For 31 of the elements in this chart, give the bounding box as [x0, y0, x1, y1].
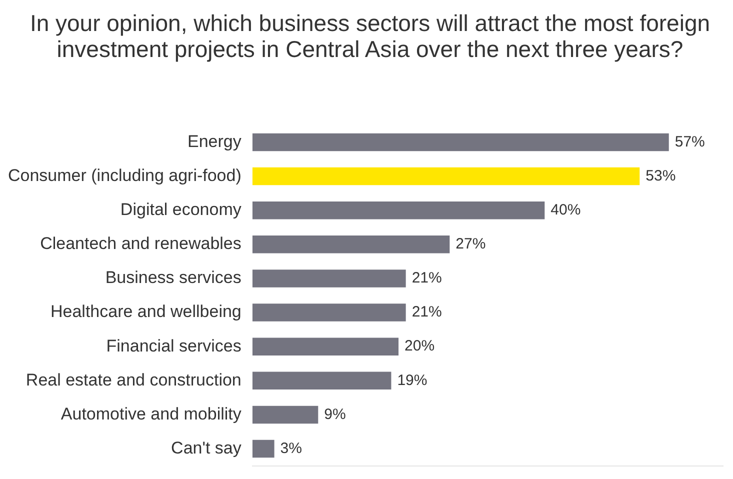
y-tick-label: Consumer (including agri-food)	[8, 166, 242, 185]
data-label: 53%	[646, 167, 676, 184]
bar	[252, 406, 318, 424]
data-label: 20%	[404, 338, 435, 355]
y-tick-label: Digital economy	[120, 200, 242, 220]
data-label: 40%	[550, 201, 581, 218]
bar	[252, 133, 669, 152]
bar	[252, 304, 406, 322]
data-label: 3%	[280, 440, 302, 457]
data-label: 19%	[397, 372, 428, 389]
y-tick-label: Automotive and mobility	[60, 404, 242, 424]
y-tick-label: Healthcare and wellbeing	[50, 302, 242, 322]
bar	[252, 338, 399, 356]
bar	[252, 236, 450, 254]
data-label: 57%	[674, 133, 705, 150]
bar	[252, 201, 545, 220]
y-tick-label: Business services	[105, 268, 242, 288]
chart-title: In your opinion, which business sectors will attract the most foreign investment projects in Central Asia over the next three years?	[28, 10, 712, 62]
y-tick-label: Energy	[188, 132, 242, 151]
bar	[252, 167, 640, 186]
data-label: 27%	[456, 236, 486, 253]
data-label: 9%	[324, 406, 346, 423]
y-tick-label: Can't say	[171, 438, 242, 458]
bar	[252, 440, 274, 458]
y-tick-label: Real estate and construction	[26, 370, 242, 390]
y-tick-label: Financial services	[106, 336, 242, 356]
y-tick-label: Cleantech and renewables	[40, 234, 242, 254]
data-label: 21%	[412, 304, 442, 321]
bar	[252, 372, 392, 390]
data-label: 21%	[412, 270, 442, 287]
bar	[252, 270, 406, 288]
